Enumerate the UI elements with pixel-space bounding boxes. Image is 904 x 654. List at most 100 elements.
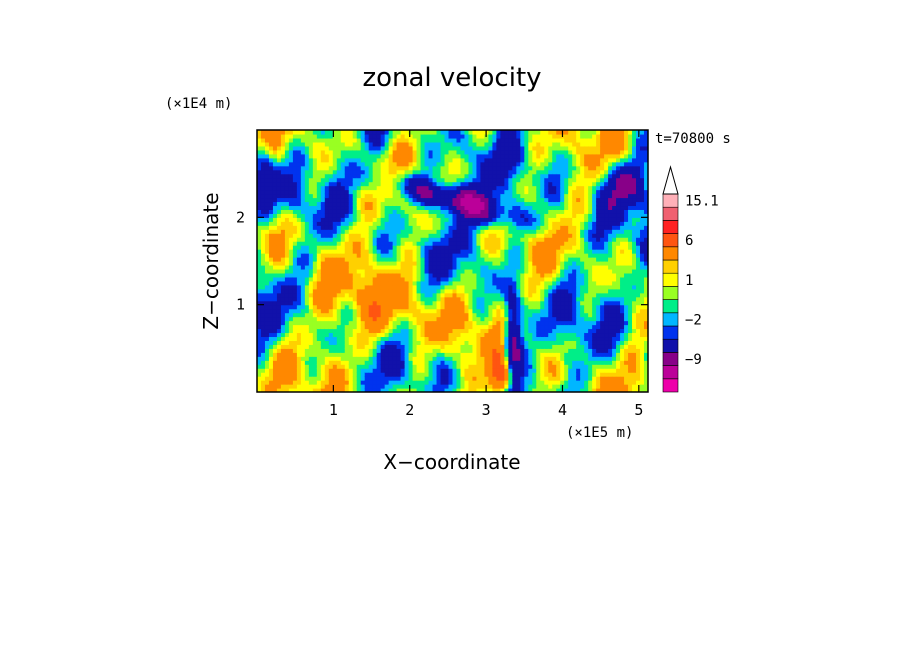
field-cell	[276, 197, 282, 203]
field-cell	[452, 300, 458, 306]
field-cell	[484, 316, 490, 322]
field-cell	[512, 217, 517, 222]
field-cell	[476, 181, 482, 187]
field-cell	[540, 352, 545, 357]
field-cell	[272, 169, 278, 175]
field-cell	[556, 312, 561, 318]
field-cell	[488, 312, 493, 318]
field-cell	[424, 296, 430, 302]
field-cell	[400, 225, 406, 230]
field-cell	[508, 193, 513, 199]
field-cell	[400, 133, 406, 139]
field-cell	[360, 364, 366, 369]
field-cell	[388, 241, 394, 246]
field-cell	[352, 145, 358, 151]
field-cell	[528, 308, 533, 314]
field-cell	[288, 225, 294, 230]
field-cell	[544, 316, 549, 322]
field-cell	[496, 153, 501, 159]
field-cell	[496, 316, 501, 322]
field-cell	[324, 185, 330, 191]
field-cell	[404, 209, 410, 214]
field-cell	[276, 388, 282, 392]
field-cell	[460, 312, 466, 318]
field-cell	[368, 209, 374, 214]
field-cell	[360, 352, 366, 357]
field-cell	[400, 201, 406, 207]
field-cell	[404, 384, 410, 389]
field-cell	[257, 237, 262, 242]
field-cell	[324, 245, 330, 250]
field-cell	[432, 384, 438, 389]
field-cell	[452, 288, 458, 294]
field-cell	[476, 157, 482, 163]
field-cell	[388, 312, 394, 318]
field-cell	[520, 161, 525, 167]
field-cell	[408, 161, 414, 167]
field-cell	[392, 197, 398, 203]
field-cell	[492, 185, 497, 191]
field-cell	[404, 316, 410, 322]
field-cell	[264, 272, 270, 278]
field-cell	[300, 257, 306, 262]
field-cell	[264, 344, 270, 349]
field-cell	[380, 292, 386, 298]
field-cell	[452, 268, 458, 274]
field-cell	[316, 213, 322, 218]
field-cell	[272, 264, 278, 270]
field-cell	[440, 380, 446, 385]
field-cell	[368, 233, 374, 238]
field-cell	[324, 149, 330, 155]
field-cell	[316, 372, 322, 377]
field-cell	[536, 185, 541, 191]
field-cell	[468, 229, 474, 234]
field-cell	[276, 237, 282, 242]
field-cell	[460, 276, 466, 282]
field-cell	[272, 161, 278, 167]
field-cell	[308, 344, 314, 349]
field-cell	[464, 380, 470, 385]
field-cell	[532, 268, 537, 274]
field-cell	[516, 213, 521, 218]
field-cell	[420, 368, 426, 373]
field-cell	[352, 253, 358, 258]
field-cell	[468, 324, 474, 330]
field-cell	[412, 368, 418, 373]
field-cell	[484, 241, 490, 246]
field-cell	[257, 137, 262, 143]
field-cell	[448, 332, 454, 338]
field-cell	[556, 324, 561, 330]
field-cell	[544, 340, 549, 345]
field-cell	[440, 308, 446, 314]
field-cell	[520, 316, 525, 322]
field-cell	[276, 368, 282, 373]
field-cell	[340, 149, 346, 155]
field-cell	[392, 360, 398, 365]
field-cell	[288, 157, 294, 163]
field-cell	[336, 185, 342, 191]
field-cell	[288, 276, 294, 282]
field-cell	[276, 288, 282, 294]
field-cell	[408, 272, 414, 278]
field-cell	[392, 137, 398, 143]
field-cell	[552, 264, 557, 270]
field-cell	[504, 245, 509, 250]
field-cell	[352, 300, 358, 306]
field-cell	[316, 249, 322, 254]
field-cell	[432, 264, 438, 270]
field-cell	[508, 376, 513, 381]
field-cell	[264, 233, 270, 238]
field-cell	[456, 320, 462, 326]
field-cell	[392, 292, 398, 298]
field-cell	[268, 173, 274, 179]
field-cell	[328, 312, 334, 318]
field-cell	[412, 257, 418, 262]
field-cell	[420, 316, 426, 322]
field-cell	[512, 225, 517, 230]
field-cell	[312, 261, 318, 266]
field-cell	[356, 253, 362, 258]
field-cell	[504, 324, 509, 330]
field-cell	[544, 261, 549, 266]
field-cell	[344, 177, 350, 183]
field-cell	[520, 145, 525, 151]
